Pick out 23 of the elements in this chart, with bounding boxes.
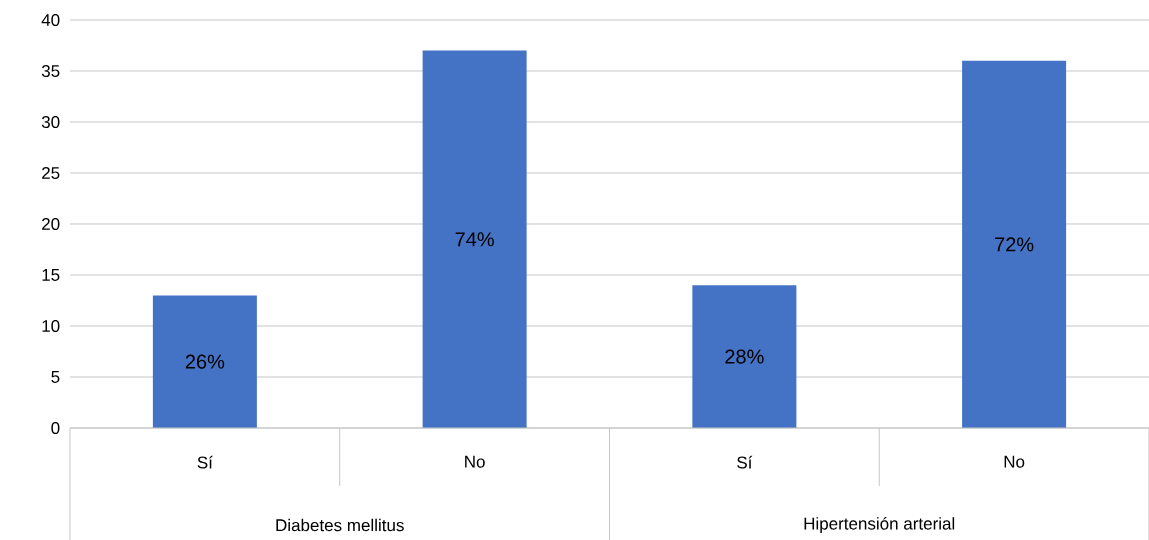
x-tick-label: Sí <box>197 455 213 469</box>
annotation: 72% <box>995 237 1034 252</box>
annotation: 74% <box>455 232 494 247</box>
text: Hipertensión arterial <box>804 516 955 534</box>
annotation: 26% <box>185 354 225 369</box>
x-tick-label: Sí <box>737 455 753 469</box>
y-tick-label: 35 <box>41 64 60 78</box>
y-tick-label: 0 <box>51 421 60 435</box>
bar <box>962 60 1067 428</box>
y-tick-label: 5 <box>51 371 60 383</box>
bar <box>692 285 797 428</box>
y-tick-label: 10 <box>42 319 60 333</box>
y-tick-label: 20 <box>42 217 60 231</box>
text: Diabetes mellitus <box>276 518 404 532</box>
annotation: 28% <box>725 349 764 364</box>
x-tick-label: No <box>1004 455 1025 468</box>
bar <box>422 50 527 428</box>
x-tick-label: No <box>465 455 485 468</box>
y-tick-label: 40 <box>41 13 60 27</box>
y-tick-label: 25 <box>42 166 60 180</box>
bar <box>152 295 257 428</box>
y-tick-label: 30 <box>41 115 60 129</box>
y-tick-label: 15 <box>42 269 60 281</box>
